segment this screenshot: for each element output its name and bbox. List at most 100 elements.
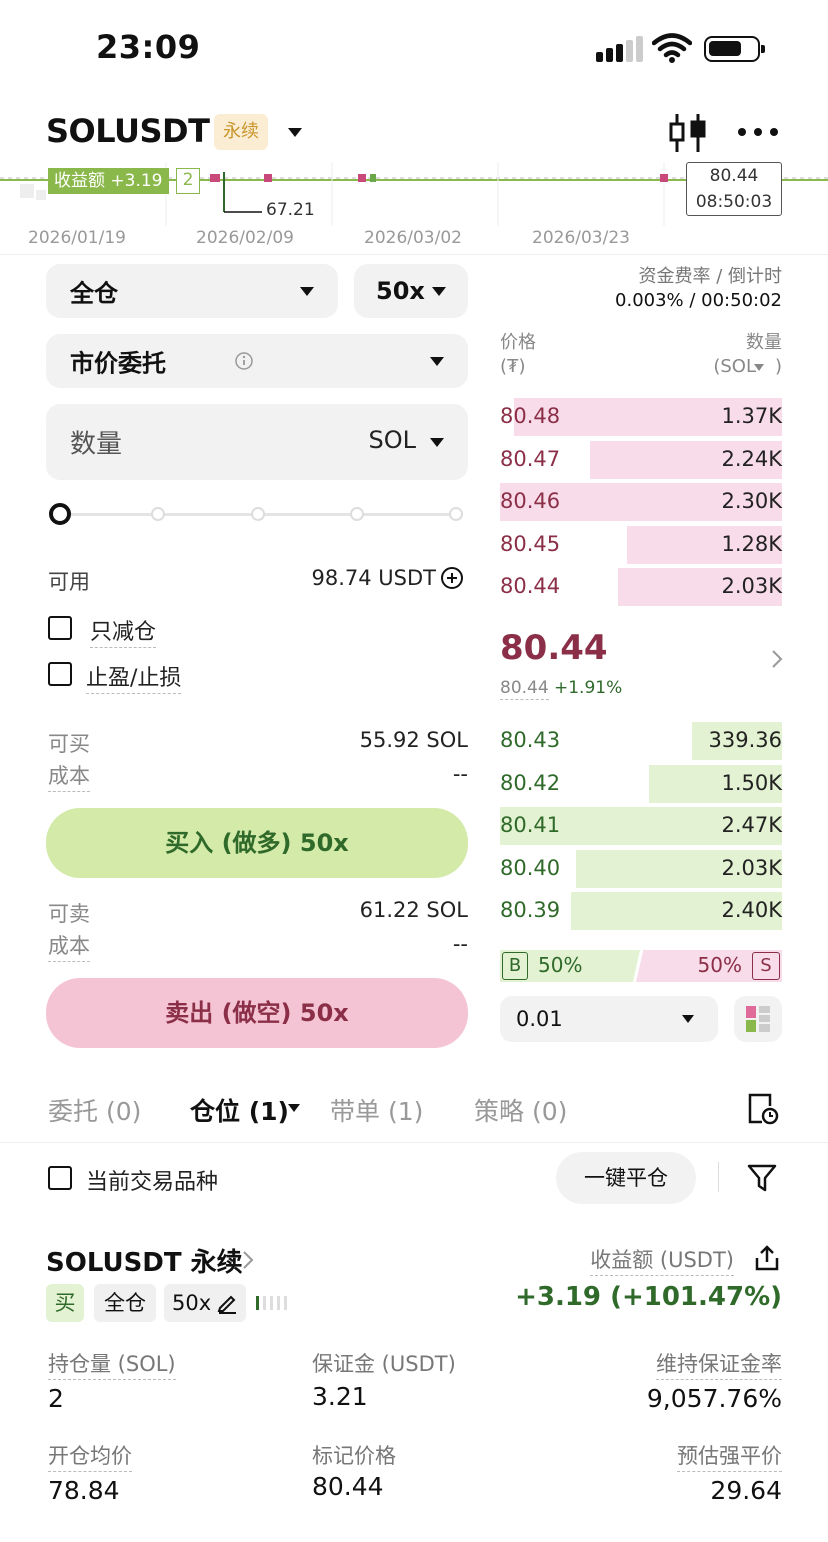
- slider-step[interactable]: [251, 507, 265, 521]
- leverage-badge[interactable]: 50x: [164, 1284, 246, 1322]
- ask-quantity: 2.24K: [721, 446, 782, 471]
- quantity-input[interactable]: 数量 SOL: [46, 404, 468, 480]
- chart-date-axis: 2026/01/19 2026/02/09 2026/03/02 2026/03…: [0, 224, 828, 254]
- margin-mode-select[interactable]: 全仓: [46, 264, 338, 318]
- chart-pnl-overlay: 收益额 +3.19: [48, 168, 169, 194]
- tab-positions-dropdown-icon[interactable]: [288, 1104, 300, 1112]
- sell-cost-label: 成本: [48, 930, 90, 962]
- pnl-label: 收益额 (USDT): [590, 1244, 734, 1276]
- bid-price: 80.43: [500, 728, 561, 752]
- page-title[interactable]: SOLUSDT: [46, 112, 210, 150]
- bid-price: 80.41: [500, 813, 561, 838]
- order-type-label: 市价委托: [70, 349, 166, 378]
- bid-row[interactable]: 80.41 2.47K: [500, 807, 782, 846]
- precision-select[interactable]: 0.01: [500, 996, 718, 1042]
- current-symbol-label: 当前交易品种: [86, 1170, 219, 1195]
- slider-step[interactable]: [151, 507, 165, 521]
- more-icon[interactable]: [736, 124, 780, 140]
- margin-value: 3.21: [312, 1382, 368, 1411]
- ask-quantity: 2.30K: [721, 489, 782, 514]
- current-symbol-checkbox[interactable]: [48, 1166, 72, 1190]
- tp-sl-label: 止盈/止损: [86, 660, 182, 694]
- position-symbol[interactable]: SOLUSDT 永续: [46, 1248, 243, 1278]
- symbol-dropdown-icon[interactable]: [288, 128, 302, 137]
- order-type-select[interactable]: 市价委托: [46, 334, 468, 388]
- candlestick-icon[interactable]: [668, 112, 708, 154]
- qty-unit-select[interactable]: (SOL: [713, 356, 756, 377]
- chart-qty-overlay: 2: [176, 168, 200, 194]
- chevron-down-icon: [432, 287, 446, 296]
- ask-row[interactable]: 80.45 1.28K: [500, 525, 782, 564]
- bid-row[interactable]: 80.42 1.50K: [500, 764, 782, 803]
- info-icon[interactable]: [234, 351, 254, 371]
- chevron-right-icon[interactable]: [770, 648, 784, 670]
- mmr-value: 9,057.76%: [646, 1384, 782, 1413]
- tp-sl-checkbox[interactable]: [48, 662, 72, 686]
- ask-depth-bar: [590, 440, 782, 479]
- bid-depth-bar: [691, 722, 782, 760]
- chevron-right-icon[interactable]: [242, 1250, 254, 1270]
- tab-positions[interactable]: 仓位 (1): [190, 1097, 289, 1126]
- bid-row[interactable]: 80.39 2.40K: [500, 892, 782, 931]
- divider: [0, 1142, 828, 1143]
- bid-depth-bar: [570, 892, 782, 931]
- buy-ratio: 50%: [538, 953, 583, 977]
- chevron-down-icon: [300, 287, 314, 296]
- last-price[interactable]: 80.44: [500, 628, 608, 668]
- slider-step[interactable]: [350, 507, 364, 521]
- sell-short-button[interactable]: 卖出 (做空) 50x: [46, 978, 468, 1048]
- leverage-label: 50x: [376, 277, 425, 305]
- add-funds-icon[interactable]: [440, 566, 464, 590]
- ask-row[interactable]: 80.44 2.03K: [500, 568, 782, 607]
- chevron-down-icon[interactable]: [754, 364, 764, 371]
- bid-row[interactable]: 80.40 2.03K: [500, 849, 782, 888]
- battery-icon: [704, 36, 765, 62]
- size-label: 持仓量 (SOL): [48, 1348, 176, 1380]
- bid-depth-bar: [500, 807, 782, 846]
- orderbook-layout-icon[interactable]: [734, 996, 782, 1042]
- order-history-icon[interactable]: [746, 1092, 780, 1126]
- buy-max-value: 55.92 SOL: [359, 728, 468, 752]
- slider-step[interactable]: [449, 507, 463, 521]
- bid-row[interactable]: 80.43 339.36: [500, 722, 782, 760]
- buy-cost-value: --: [452, 762, 468, 786]
- filter-icon[interactable]: [746, 1162, 778, 1194]
- ask-row[interactable]: 80.47 2.24K: [500, 440, 782, 479]
- leverage-select[interactable]: 50x: [354, 264, 468, 318]
- chart-low-label: 67.21: [266, 200, 315, 220]
- liq-price-value: 29.64: [710, 1476, 782, 1505]
- price-change: +1.91%: [554, 678, 623, 698]
- side-badge: 买: [46, 1284, 84, 1322]
- ask-row[interactable]: 80.48 1.37K: [500, 398, 782, 436]
- ask-depth-bar: [500, 483, 782, 522]
- sell-ratio: 50%: [697, 953, 742, 977]
- buy-long-button[interactable]: 买入 (做多) 50x: [46, 808, 468, 878]
- bid-quantity: 2.03K: [721, 855, 782, 880]
- tab-orders[interactable]: 委托 (0): [48, 1097, 142, 1126]
- date-tick: 2026/03/02: [364, 228, 462, 248]
- available-value: 98.74 USDT: [311, 566, 437, 590]
- precision-value: 0.01: [516, 1007, 563, 1031]
- cellular-signal-icon: [596, 36, 643, 62]
- quantity-placeholder: 数量: [70, 429, 123, 460]
- close-all-button[interactable]: 一键平仓: [556, 1152, 696, 1204]
- reduce-only-checkbox[interactable]: [48, 616, 72, 640]
- share-icon[interactable]: [754, 1244, 780, 1272]
- slider-handle[interactable]: [49, 503, 71, 525]
- price-chart[interactable]: 收益额 +3.19 2 67.21 80.44 08:50:03: [0, 162, 828, 226]
- mark-price-value: 80.44: [312, 1472, 384, 1501]
- ask-price: 80.48: [500, 404, 561, 428]
- tab-strategy[interactable]: 策略 (0): [474, 1097, 568, 1126]
- bid-depth-bar: [649, 764, 782, 803]
- bid-price: 80.42: [500, 770, 561, 795]
- leverage-badge-value: 50x: [172, 1291, 212, 1315]
- quantity-unit-select[interactable]: SOL: [368, 426, 417, 454]
- crosshair-time: 08:50:03: [695, 192, 773, 212]
- funding-rate-label: 资金费率 / 倒计时: [638, 266, 782, 287]
- edit-icon[interactable]: [216, 1292, 238, 1314]
- tab-copy-trading[interactable]: 带单 (1): [330, 1097, 424, 1126]
- pnl-value: +3.19 (+101.47%): [515, 1282, 782, 1312]
- wifi-icon: [652, 33, 692, 63]
- ask-row[interactable]: 80.46 2.30K: [500, 483, 782, 522]
- reduce-only-label: 只减仓: [90, 614, 157, 648]
